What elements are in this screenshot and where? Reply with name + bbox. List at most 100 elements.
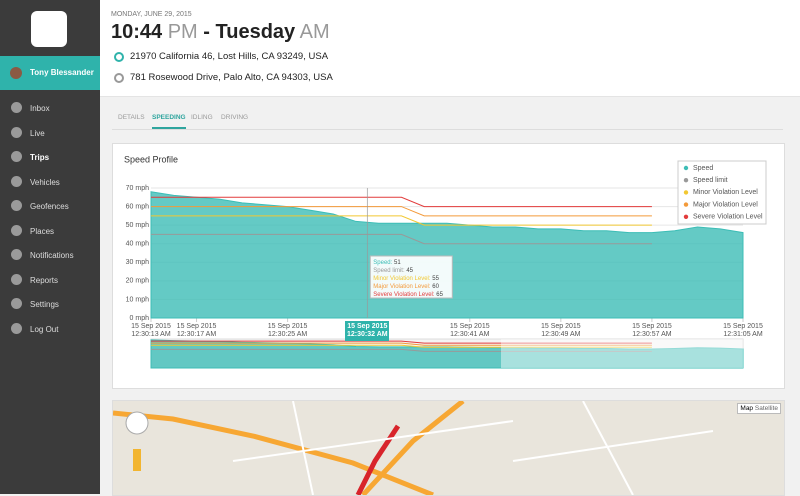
tab[interactable]: IDLING <box>191 114 213 121</box>
legend-label[interactable]: Minor Violation Level <box>693 189 758 196</box>
tooltip-x-label: 15 Sep 2015 12:30:32 AM <box>345 321 390 341</box>
street-view[interactable] <box>133 449 141 471</box>
nav-icon <box>11 224 22 236</box>
y-tick-label: 50 mph <box>126 222 149 229</box>
nav-icon <box>11 102 22 113</box>
nav-item[interactable]: Log Out <box>0 318 100 340</box>
tab[interactable]: DRIVING <box>221 114 249 121</box>
nav-icon <box>11 126 22 138</box>
nav-item[interactable]: Vehicles <box>0 171 100 193</box>
logo[interactable] <box>31 11 67 47</box>
origin-dot <box>114 52 124 62</box>
navigator-line <box>151 344 652 348</box>
nav-label: Geofences <box>30 202 69 211</box>
tooltip-value: 55 <box>432 276 439 282</box>
nav-icon <box>11 249 22 260</box>
time-period: PM <box>167 21 198 43</box>
time-line: 10:44 PM - Tuesday AM <box>111 21 330 44</box>
tooltip-name: Speed <box>373 260 390 266</box>
map-canvas <box>113 401 714 495</box>
navigator-line <box>151 342 652 346</box>
x-tick-label: 15 Sep 2015 12:30:17 AM <box>176 323 217 338</box>
x-tick-label: 15 Sep 2015 12:30:49 AM <box>540 323 581 338</box>
x-tick-label: 15 Sep 2015 12:30:41 AM <box>449 323 490 338</box>
legend-swatch[interactable] <box>683 178 689 183</box>
legend-swatch[interactable] <box>683 190 689 195</box>
nav-label: Vehicles <box>30 177 60 187</box>
tooltip-name: Severe Violation Level <box>373 292 433 298</box>
tooltip-value: 51 <box>394 260 401 266</box>
nav-label: Settings <box>30 300 59 309</box>
legend-swatch[interactable] <box>683 214 689 219</box>
y-tick-label: 20 mph <box>126 278 149 285</box>
tab[interactable]: SPEEDING <box>152 114 186 129</box>
nav-item[interactable]: Settings <box>0 293 100 315</box>
nav-item[interactable]: Inbox <box>0 97 100 119</box>
x-tick-label: 15 Sep 2015 12:31:05 AM <box>723 323 763 338</box>
map-button[interactable]: Satellite <box>754 405 778 412</box>
navigator-selection <box>501 339 743 368</box>
nav-icon <box>11 322 22 334</box>
y-tick-label: 60 mph <box>126 203 149 210</box>
highway <box>113 410 434 495</box>
nav-label: Live <box>30 128 45 138</box>
nav-item[interactable]: Reports <box>0 269 100 291</box>
map-button[interactable]: Map <box>740 405 754 412</box>
x-tick-label: 15 Sep 2015 12:30:13 AM <box>131 323 171 338</box>
day: Tuesday <box>215 21 296 43</box>
navigator-line <box>151 340 652 344</box>
tooltip-sep: : <box>429 284 432 290</box>
nav-item[interactable]: Notifications <box>0 244 100 266</box>
chart-panel: Speed Profile 0 mph 10 mph 20 mph 30 mph 40 … <box>112 143 785 389</box>
address: 781 Rosewood Drive, Palo Alto, CA 94303,… <box>130 72 333 83</box>
y-tick-label: 10 mph <box>126 296 149 303</box>
legend-label[interactable]: Severe Violation Level <box>693 214 763 221</box>
nav-icon <box>11 200 22 211</box>
line <box>151 206 652 217</box>
date: MONDAY, JUNE 29, 2015 <box>111 11 192 18</box>
nav-item[interactable]: Live <box>0 122 100 144</box>
nav-icon <box>11 298 22 309</box>
nav-label: Notifications <box>30 251 74 260</box>
nav-label: Places <box>30 226 55 236</box>
tooltip-value: 65 <box>436 292 443 298</box>
user[interactable]: Tony Blessander <box>0 56 100 90</box>
tooltip-name: Major Violation Level <box>373 284 429 290</box>
legend-swatch[interactable] <box>683 202 689 207</box>
legend-swatch[interactable] <box>683 165 689 171</box>
y-tick-label: 30 mph <box>126 259 149 266</box>
area <box>150 191 744 319</box>
avatar <box>10 67 22 79</box>
nav-item[interactable]: Places <box>0 220 100 242</box>
nav-item[interactable]: Geofences <box>0 195 100 217</box>
line <box>151 215 652 226</box>
tooltip-sep: : <box>391 260 394 266</box>
tooltip-value: 45 <box>406 268 413 274</box>
tab[interactable]: DETAILS <box>118 114 145 121</box>
header: MONDAY, JUNE 29, 2015 10:44 PM - Tuesday… <box>100 0 800 97</box>
nav-item[interactable]: Trips <box>0 146 100 168</box>
day-period: AM <box>299 21 330 43</box>
tooltip-row: Speed: 51 <box>373 260 401 266</box>
tooltip-sep: : <box>403 268 406 274</box>
map-type: Map Satellite <box>737 403 781 414</box>
nav-label: Trips <box>30 153 50 162</box>
tooltip-sep: : <box>429 276 432 282</box>
tooltip-value: 60 <box>432 284 439 290</box>
map-pan[interactable] <box>125 411 149 435</box>
nav-label: Inbox <box>30 104 50 113</box>
tooltip: Speed: 51 Speed limit: 45 Minor Violation … <box>369 255 453 299</box>
legend-label[interactable]: Speed limit <box>693 177 728 184</box>
tooltip-name: Minor Violation Level <box>373 276 429 282</box>
user-name: Tony Blessander <box>30 68 94 77</box>
streets <box>232 401 714 495</box>
destination-dot <box>114 73 124 83</box>
tooltip-row: Major Violation Level: 60 <box>373 284 439 290</box>
legend-label[interactable]: Speed <box>693 165 713 172</box>
y-tick-label: 40 mph <box>126 241 149 248</box>
tooltip-sep: : <box>433 292 436 298</box>
x-tick-label: 15 Sep 2015 12:30:57 AM <box>632 323 672 338</box>
tab-rule <box>112 129 783 130</box>
legend-box <box>677 160 767 225</box>
legend-label[interactable]: Major Violation Level <box>693 201 758 208</box>
